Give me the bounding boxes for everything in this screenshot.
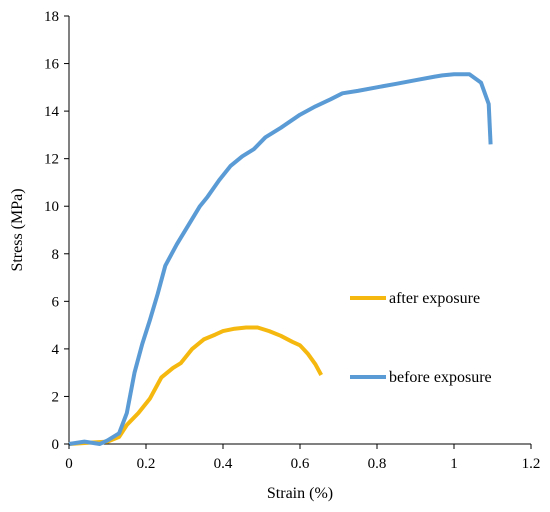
x-tick-label: 1 [450, 456, 458, 472]
legend-label: after exposure [389, 290, 480, 307]
y-tick-label: 4 [52, 342, 60, 358]
x-tick-label: 0.8 [368, 456, 387, 472]
y-tick-label: 16 [44, 57, 60, 73]
y-tick-label: 6 [52, 294, 60, 310]
x-tick-label: 0 [65, 456, 73, 472]
y-tick-label: 12 [44, 152, 59, 168]
x-tick-label: 0.6 [291, 456, 310, 472]
y-axis-ticks: 0 2 4 6 8 10 12 14 16 18 [44, 9, 69, 453]
legend-label: before exposure [389, 369, 492, 386]
x-tick-label: 1.2 [522, 456, 541, 472]
x-tick-label: 0.4 [214, 456, 233, 472]
x-tick-label: 0.2 [137, 456, 156, 472]
y-tick-label: 0 [52, 437, 60, 453]
y-tick-label: 8 [52, 247, 60, 263]
y-tick-label: 10 [44, 199, 59, 215]
series-line-before-exposure [68, 72, 493, 446]
series-layer [68, 72, 493, 446]
x-axis-title: Strain (%) [267, 485, 333, 502]
y-tick-label: 14 [44, 104, 60, 120]
y-tick-label: 18 [44, 9, 59, 25]
x-axis-ticks: 0 0.2 0.4 0.6 0.8 1 1.2 [65, 444, 540, 472]
series-line-after-exposure [68, 325, 323, 446]
legend: after exposure before exposure [350, 290, 492, 386]
y-axis-title: Stress (MPa) [9, 188, 26, 271]
y-tick-label: 2 [52, 389, 60, 405]
